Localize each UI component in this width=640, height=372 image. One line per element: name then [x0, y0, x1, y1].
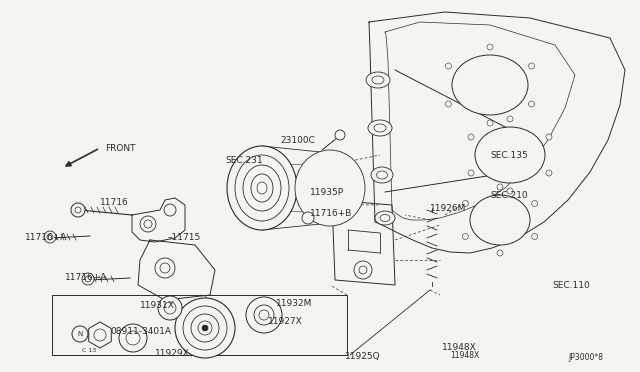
Circle shape [246, 297, 282, 333]
Circle shape [72, 326, 88, 342]
Text: 11716+A: 11716+A [65, 273, 108, 282]
Ellipse shape [243, 165, 281, 211]
Text: 11935P: 11935P [310, 187, 344, 196]
Circle shape [302, 212, 314, 224]
Circle shape [497, 250, 503, 256]
Circle shape [487, 44, 493, 50]
Ellipse shape [372, 76, 384, 84]
Circle shape [507, 188, 513, 194]
Ellipse shape [235, 155, 289, 221]
Circle shape [71, 203, 85, 217]
Text: 11932M: 11932M [276, 298, 312, 308]
Circle shape [532, 234, 538, 240]
Circle shape [546, 134, 552, 140]
Text: 11927X: 11927X [268, 317, 303, 327]
Circle shape [164, 302, 176, 314]
Circle shape [160, 263, 170, 273]
Text: 11948X: 11948X [442, 343, 477, 353]
Text: 11931X: 11931X [140, 301, 175, 310]
Circle shape [94, 329, 106, 341]
Circle shape [158, 296, 182, 320]
Circle shape [183, 306, 227, 350]
Text: –11715: –11715 [168, 232, 201, 241]
Circle shape [254, 305, 274, 325]
Circle shape [532, 201, 538, 206]
Circle shape [468, 170, 474, 176]
Circle shape [164, 204, 176, 216]
Bar [52, 295, 347, 355]
Circle shape [497, 184, 503, 190]
Ellipse shape [376, 171, 387, 179]
Circle shape [354, 261, 372, 279]
Text: SEC.110: SEC.110 [552, 280, 589, 289]
Text: 11926M: 11926M [430, 203, 467, 212]
Polygon shape [369, 12, 625, 253]
Text: SEC.210: SEC.210 [490, 190, 527, 199]
Text: SEC.135: SEC.135 [490, 151, 528, 160]
Circle shape [144, 220, 152, 228]
Circle shape [462, 234, 468, 240]
Ellipse shape [475, 127, 545, 183]
Text: N: N [77, 331, 83, 337]
Circle shape [462, 201, 468, 206]
Text: 11925Q: 11925Q [345, 353, 381, 362]
Ellipse shape [295, 150, 365, 226]
Circle shape [445, 63, 451, 69]
Circle shape [191, 314, 219, 342]
Polygon shape [89, 322, 111, 348]
Circle shape [155, 258, 175, 278]
Circle shape [202, 325, 208, 331]
Text: FRONT: FRONT [105, 144, 136, 153]
Circle shape [445, 101, 451, 107]
Ellipse shape [371, 167, 393, 183]
Ellipse shape [375, 211, 395, 225]
Circle shape [359, 266, 367, 274]
Circle shape [140, 216, 156, 232]
Ellipse shape [380, 215, 390, 221]
Circle shape [75, 207, 81, 213]
Circle shape [529, 101, 534, 107]
Circle shape [82, 273, 94, 285]
Text: JP3000*8: JP3000*8 [568, 353, 603, 362]
Circle shape [259, 310, 269, 320]
Text: 08911-3401A: 08911-3401A [110, 327, 171, 337]
Ellipse shape [251, 174, 273, 202]
Ellipse shape [470, 195, 530, 245]
Ellipse shape [452, 55, 528, 115]
Ellipse shape [374, 124, 386, 132]
Circle shape [175, 298, 235, 358]
Text: 11929X: 11929X [155, 349, 189, 357]
Circle shape [507, 116, 513, 122]
Text: C 13: C 13 [82, 347, 96, 353]
Circle shape [44, 231, 56, 243]
Ellipse shape [366, 72, 390, 88]
Circle shape [47, 234, 53, 240]
Ellipse shape [368, 120, 392, 136]
Text: 23100C: 23100C [280, 135, 315, 144]
Text: 11948X: 11948X [450, 350, 479, 359]
Circle shape [487, 120, 493, 126]
Text: 11716+B: 11716+B [310, 208, 353, 218]
Text: 11716+A: 11716+A [25, 232, 67, 241]
Text: 11716: 11716 [100, 198, 129, 206]
Ellipse shape [257, 182, 267, 194]
Ellipse shape [227, 146, 297, 230]
Circle shape [126, 331, 140, 345]
Circle shape [85, 276, 91, 282]
Circle shape [529, 63, 534, 69]
Circle shape [119, 324, 147, 352]
Circle shape [198, 321, 212, 335]
Circle shape [546, 170, 552, 176]
Circle shape [335, 130, 345, 140]
Circle shape [468, 134, 474, 140]
Text: SEC.231: SEC.231 [225, 155, 262, 164]
